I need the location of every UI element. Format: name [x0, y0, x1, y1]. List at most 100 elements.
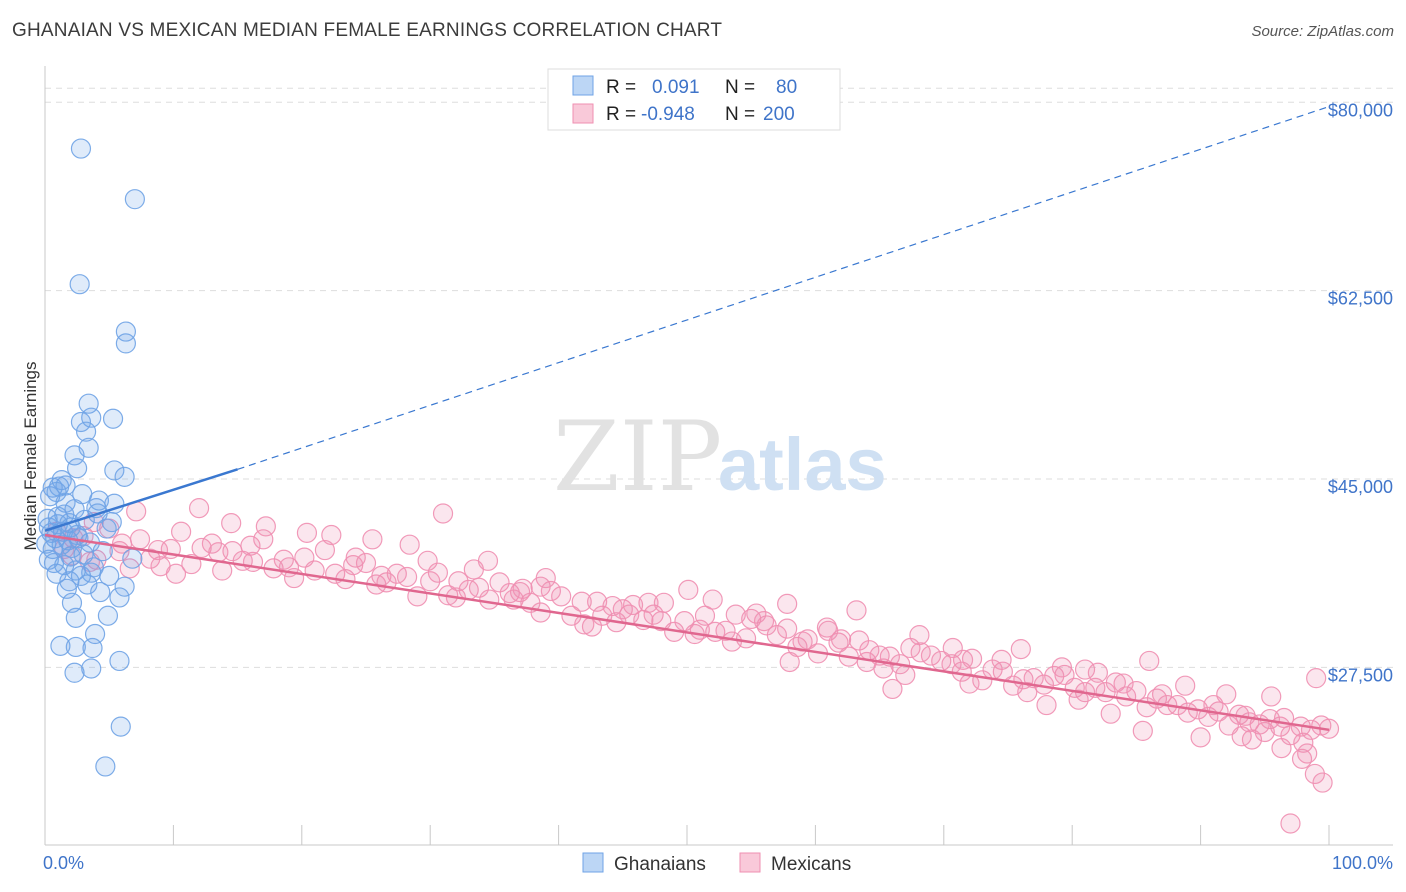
- mexican-point-153: [741, 608, 762, 630]
- mexican-point-39: [448, 571, 469, 592]
- ghanaian-trend-dashed: [237, 106, 1330, 470]
- mexican-point-134: [702, 589, 723, 610]
- ghanaian-point-0: [70, 138, 92, 159]
- legend-n-label-1: N =: [725, 77, 755, 98]
- mexican-point-132: [535, 567, 556, 589]
- mexican-point-158: [1051, 657, 1073, 678]
- mexican-point-187: [371, 565, 392, 587]
- mexican-point-136: [846, 600, 867, 621]
- x-tick-labels: 0.0% 100.0%: [43, 853, 1393, 873]
- mexican-point-130: [432, 503, 454, 524]
- mexican-point-191: [619, 604, 640, 625]
- mexican-point-147: [321, 524, 342, 546]
- ghanaian-point-76: [46, 563, 67, 584]
- ghanaian-point-59: [97, 605, 119, 626]
- ghanaians-points: [36, 138, 145, 777]
- mexican-point-177: [1036, 694, 1057, 716]
- mexican-point-185: [208, 542, 229, 563]
- mexican-point-159: [1113, 673, 1134, 694]
- mexican-point-179: [1132, 720, 1153, 742]
- mexican-point-133: [638, 592, 659, 613]
- ghanaian-point-56: [90, 581, 111, 603]
- ghanaian-point-20: [40, 486, 61, 507]
- mexican-point-150: [530, 602, 551, 623]
- mexican-point-199: [1068, 689, 1089, 710]
- ghanaian-trend-solid: [44, 468, 238, 532]
- ghanaian-point-14: [114, 466, 135, 487]
- mexican-point-197: [952, 649, 974, 670]
- mexican-point-34: [396, 566, 418, 588]
- ghanaian-point-74: [55, 492, 76, 513]
- ghanaian-point-7: [70, 411, 92, 433]
- mexican-point-182: [1271, 738, 1292, 759]
- mexican-point-76: [828, 632, 849, 653]
- mexican-point-12: [171, 521, 192, 542]
- mexican-point-174: [856, 651, 877, 673]
- ghanaian-point-4: [115, 333, 136, 354]
- mexican-point-206: [1293, 732, 1314, 753]
- mexican-point-97: [1044, 665, 1065, 687]
- ghanaian-point-58: [61, 592, 83, 613]
- mexican-point-127: [255, 516, 276, 537]
- mexican-point-165: [165, 563, 187, 584]
- legend: R = 0.091 N = 80 R = -0.948 N = 200: [547, 68, 841, 131]
- trend-lines: [44, 106, 1330, 732]
- mexican-point-167: [343, 555, 364, 576]
- y-tick-label-2: $62,500: [1328, 289, 1393, 309]
- mexican-point-26: [314, 539, 336, 561]
- mexican-point-178: [1100, 703, 1121, 724]
- mexican-point-140: [1139, 650, 1160, 672]
- mexican-point-202: [1203, 694, 1224, 716]
- bottom-label-mexicans: Mexicans: [771, 854, 851, 875]
- mexican-point-44: [499, 583, 520, 604]
- chart-title: GHANAIAN VS MEXICAN MEDIAN FEMALE EARNIN…: [12, 20, 723, 41]
- mexican-point-171: [651, 611, 672, 632]
- ghanaian-point-69: [95, 756, 116, 777]
- ghanaian-point-60: [65, 607, 86, 628]
- x-tick-label-1: 100.0%: [1332, 853, 1393, 873]
- mexican-point-71: [777, 618, 798, 639]
- mexican-point-138: [1010, 638, 1031, 660]
- ghanaian-point-51: [99, 565, 120, 587]
- mexican-point-208: [1312, 772, 1333, 793]
- mexican-point-122: [1300, 719, 1322, 740]
- legend-n-value-1: 80: [776, 77, 797, 98]
- mexican-point-196: [895, 664, 916, 686]
- y-tick-label-3: $80,000: [1328, 100, 1393, 120]
- mexican-point-142: [1261, 686, 1282, 707]
- mexican-point-148: [399, 534, 420, 555]
- mexican-point-181: [1241, 729, 1263, 750]
- mexican-point-154: [816, 617, 838, 638]
- y-axis-title: Median Female Earnings: [21, 362, 40, 551]
- mexican-point-29: [345, 547, 366, 568]
- mexicans-points: [46, 497, 1340, 834]
- mexican-point-137: [909, 625, 930, 646]
- mexican-point-175: [882, 678, 903, 700]
- legend-swatch-ghanaians: [572, 75, 594, 96]
- bottom-legend: Ghanaians Mexicans: [582, 852, 851, 875]
- bottom-label-ghanaians: Ghanaians: [614, 854, 706, 875]
- ghanaian-point-3: [115, 321, 136, 342]
- legend-r-label-2: R =: [606, 104, 636, 125]
- mexican-point-65: [715, 620, 736, 641]
- mexican-point-37: [427, 562, 449, 583]
- mexican-point-194: [779, 651, 800, 673]
- ghanaian-point-45: [122, 548, 143, 569]
- mexican-point-143: [1306, 668, 1327, 689]
- mexican-point-85: [920, 645, 942, 666]
- mexican-point-170: [574, 614, 595, 635]
- mexican-point-204: [1254, 721, 1275, 743]
- source-label: Source: ZipAtlas.com: [1251, 23, 1394, 40]
- watermark-zip: ZIP: [553, 401, 722, 513]
- mexican-point-200: [1087, 662, 1108, 683]
- ghanaian-point-75: [72, 483, 93, 505]
- ghanaian-point-66: [81, 658, 102, 679]
- ghanaian-point-12: [66, 458, 88, 479]
- ghanaian-point-11: [64, 445, 85, 466]
- mexican-point-149: [463, 559, 484, 580]
- mexican-point-180: [1190, 727, 1211, 748]
- mexican-point-135: [777, 593, 798, 614]
- ghanaian-point-67: [64, 662, 85, 683]
- legend-r-label-1: R =: [606, 77, 636, 98]
- mexican-point-55: [612, 599, 633, 620]
